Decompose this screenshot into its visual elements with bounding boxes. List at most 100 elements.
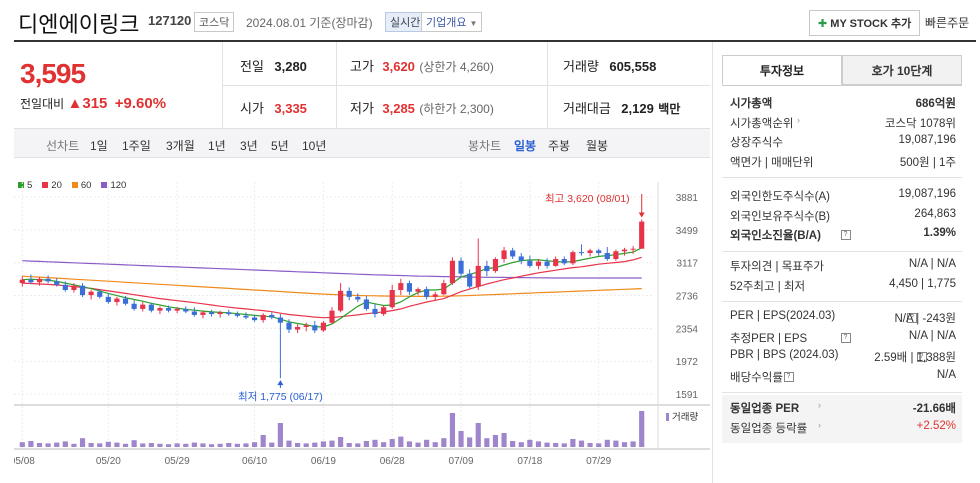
corp-info-dropdown[interactable]: 기업개요 ▼: [421, 12, 483, 32]
invest-row: PBR | BPS (2024.03)? 2.59배 | 1,388원: [730, 349, 956, 367]
divider: [222, 85, 710, 86]
candle-body: [286, 322, 292, 330]
tab-hoga-10[interactable]: 호가 10단계: [842, 55, 962, 85]
header-divider: [14, 40, 976, 42]
candle-body: [208, 312, 215, 315]
invest-key[interactable]: 시가총액순위: [730, 117, 794, 130]
volume-bar: [131, 440, 137, 447]
volume-bar: [381, 442, 387, 447]
invest-key: 투자의견 | 목표주가: [730, 261, 825, 273]
open-value: 3,335: [274, 101, 307, 116]
invest-row: 동일업종 등락률 › +2.52%: [730, 420, 956, 438]
info-icon[interactable]: ?: [907, 313, 917, 323]
chevron-right-icon[interactable]: ›: [797, 114, 800, 125]
volume-bar: [484, 438, 490, 447]
divider: [712, 42, 713, 483]
row-separator: [722, 177, 962, 178]
candle-monthly[interactable]: 월봉: [586, 139, 609, 153]
candle-body: [79, 285, 86, 296]
my-stock-add-button[interactable]: ✚ MY STOCK 추가: [809, 10, 921, 36]
candle-body: [62, 284, 68, 290]
candle-body: [183, 308, 189, 312]
invest-value: 2.59배 | 1,388원: [874, 352, 956, 364]
period-3m[interactable]: 3개월: [166, 139, 195, 153]
quick-order-link[interactable]: 빠른주문: [925, 16, 970, 30]
trade-amount: 거래대금 2,129 백만: [563, 98, 680, 118]
legend-item: 120: [101, 180, 126, 191]
candle-body: [54, 281, 60, 285]
volume-bar: [621, 442, 628, 447]
line-chart-label: 선차트: [46, 139, 80, 153]
candle-weekly[interactable]: 주봉: [548, 139, 571, 153]
invest-value: 19,087,196: [898, 188, 956, 200]
invest-key[interactable]: 동일업종 등락률: [730, 422, 808, 435]
period-1w[interactable]: 1주일: [122, 139, 151, 153]
volume-bar: [587, 443, 593, 447]
chevron-right-icon[interactable]: ›: [818, 419, 821, 430]
volume-bar: [19, 442, 25, 447]
candle-body: [501, 250, 507, 260]
period-1y[interactable]: 1년: [208, 139, 226, 153]
candlestick-chart: 3881 3499 3117 2736 2354 1972 1591 05/08 05/20 05…: [14, 182, 710, 467]
legend-swatch: [18, 182, 24, 189]
tab-invest-info[interactable]: 투자정보: [722, 55, 842, 85]
invest-key[interactable]: 추정PER | EPS: [730, 332, 808, 345]
invest-value: 코스닥 1078위: [884, 117, 956, 130]
realtime-badge[interactable]: 실시간: [385, 12, 426, 32]
period-10y[interactable]: 10년: [302, 139, 327, 153]
invest-key[interactable]: PER | EPS(2024.03): [730, 310, 836, 322]
candle-body: [381, 307, 387, 315]
invest-key[interactable]: 외국인소진율(B/A): [730, 230, 821, 242]
x-tick-label: 07/09: [449, 456, 474, 467]
candle-body: [114, 298, 120, 303]
invest-key[interactable]: 동일업종 PER: [730, 403, 800, 415]
invest-key[interactable]: PBR | BPS (2024.03): [730, 349, 839, 361]
invest-key[interactable]: 배당수익률: [730, 371, 783, 384]
stock-chart[interactable]: 5 20 60 120 3881 3499 3117 2736 2354 1972 1591 05/…: [14, 170, 710, 483]
chevron-right-icon[interactable]: ›: [818, 400, 821, 410]
candle-body: [527, 260, 533, 266]
legend-label: 60: [80, 180, 92, 191]
info-icon[interactable]: ?: [840, 230, 851, 240]
period-3y[interactable]: 3년: [240, 139, 258, 153]
candle-body: [553, 259, 559, 266]
candle-daily[interactable]: 일봉: [514, 139, 537, 153]
candle-body: [613, 251, 619, 260]
x-tick-label: 06/10: [242, 456, 267, 467]
candle-body: [630, 248, 636, 250]
y-tick-label: 1591: [676, 390, 699, 401]
candle-body: [458, 260, 464, 274]
amount-unit: 백만: [658, 102, 681, 116]
volume-bar: [28, 441, 34, 447]
candle-body: [97, 291, 103, 297]
volume-bar: [561, 443, 567, 447]
invest-value: +2.52%: [916, 419, 956, 432]
candle-body: [329, 310, 335, 323]
volume-bar: [71, 443, 77, 447]
invest-panel: 투자정보 호가 10단계 시가총액 686억원 시가총액순위 › 코스닥 1078위 상장…: [722, 55, 962, 475]
volume-bar: [355, 443, 361, 447]
volume-bar: [208, 444, 215, 447]
candle-body: [165, 308, 172, 311]
my-stock-label: MY STOCK 추가: [830, 18, 912, 30]
max-annotation: 최고 3,620 (08/01): [545, 193, 630, 205]
volume-bar: [251, 442, 258, 447]
volume-bar: [424, 439, 430, 447]
change-value: 315: [82, 95, 108, 112]
y-tick-label: 3499: [676, 226, 699, 237]
info-icon[interactable]: ?: [916, 352, 927, 362]
period-bar: 선차트 1일 1주일 3개월 1년 3년 5년 10년 봉차트 일봉 주봉 월봉: [14, 128, 710, 158]
company-name: 디엔에이링크: [18, 12, 140, 37]
period-5y[interactable]: 5년: [271, 139, 289, 153]
volume-bar: [544, 442, 550, 447]
info-icon[interactable]: ?: [783, 371, 794, 382]
candle-body: [492, 259, 499, 272]
volume-bar: [157, 443, 163, 447]
period-1d[interactable]: 1일: [90, 139, 108, 153]
candle-body: [544, 261, 550, 266]
invest-value: -21.66배: [912, 403, 956, 415]
info-icon[interactable]: ?: [840, 332, 851, 343]
invest-row: 외국인소진율(B/A)? 1.39%: [730, 227, 956, 245]
candle-body: [398, 283, 404, 290]
volume-bar: [312, 442, 318, 447]
